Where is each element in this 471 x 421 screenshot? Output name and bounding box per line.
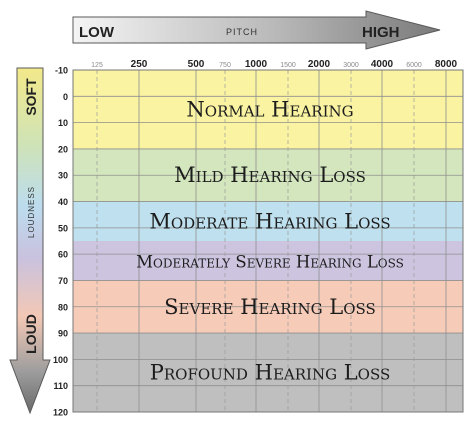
loudness-label: LOUDNESS <box>27 186 36 238</box>
pitch-label: PITCH <box>226 27 258 37</box>
band-label-mild-hearing-loss: Mild Hearing Loss <box>174 163 366 187</box>
y-tick-label-50: 50 <box>58 223 68 233</box>
band-profound-hearing-loss <box>73 333 463 412</box>
x-minor-tick-label-750: 750 <box>219 62 231 69</box>
x-tick-label-2000: 2000 <box>308 59 331 70</box>
pitch-arrow: LOW PITCH HIGH <box>72 10 441 50</box>
y-tick-label-120: 120 <box>53 408 68 418</box>
loudness-arrow: SOFT LOUDNESS LOUD <box>9 67 51 415</box>
y-tick-label-30: 30 <box>58 171 68 181</box>
band-label-profound-hearing-loss: Profound Hearing Loss <box>150 361 391 385</box>
y-tick-label-10: -10 <box>55 66 68 76</box>
loudness-loud-label: LOUD <box>23 314 39 354</box>
y-tick-label-110: 110 <box>53 381 68 391</box>
band-label-moderate-hearing-loss: Moderate Hearing Loss <box>149 209 390 233</box>
band-label-normal-hearing: Normal Hearing <box>186 97 353 121</box>
pitch-high-label: HIGH <box>362 24 400 41</box>
x-minor-tick-label-1500: 1500 <box>280 62 296 69</box>
plot-frame <box>72 69 464 413</box>
band-label-moderately-severe-hearing-loss: Moderately Severe Hearing Loss <box>136 253 404 272</box>
y-tick-label-70: 70 <box>58 276 68 286</box>
band-moderate-hearing-loss <box>73 201 463 241</box>
y-tick-label-40: 40 <box>58 197 68 207</box>
x-minor-tick-label-3000: 3000 <box>343 62 359 69</box>
band-moderately-severe-hearing-loss <box>73 241 463 281</box>
pitch-low-label: LOW <box>79 24 115 41</box>
y-tick-label-90: 90 <box>58 329 68 339</box>
x-tick-label-500: 500 <box>188 59 205 70</box>
y-tick-label-10: 10 <box>58 118 68 128</box>
plot-area: Normal Hearing Mild Hearing Loss Moderate … <box>53 59 464 418</box>
x-tick-label-4000: 4000 <box>371 59 394 70</box>
x-minor-tick-label-6000: 6000 <box>406 62 422 69</box>
band-normal-hearing <box>73 70 463 149</box>
y-tick-label-20: 20 <box>58 144 68 154</box>
x-tick-label-250: 250 <box>131 59 148 70</box>
y-tick-label-60: 60 <box>58 250 68 260</box>
band-label-severe-hearing-loss: Severe Hearing Loss <box>164 295 376 319</box>
y-tick-label-100: 100 <box>53 355 68 365</box>
x-minor-tick-label-125: 125 <box>91 62 103 69</box>
x-tick-label-8000: 8000 <box>435 59 458 70</box>
y-tick-label-0: 0 <box>63 92 68 102</box>
y-tick-label-80: 80 <box>58 302 68 312</box>
loudness-soft-label: SOFT <box>23 78 39 116</box>
x-tick-label-1000: 1000 <box>245 59 268 70</box>
